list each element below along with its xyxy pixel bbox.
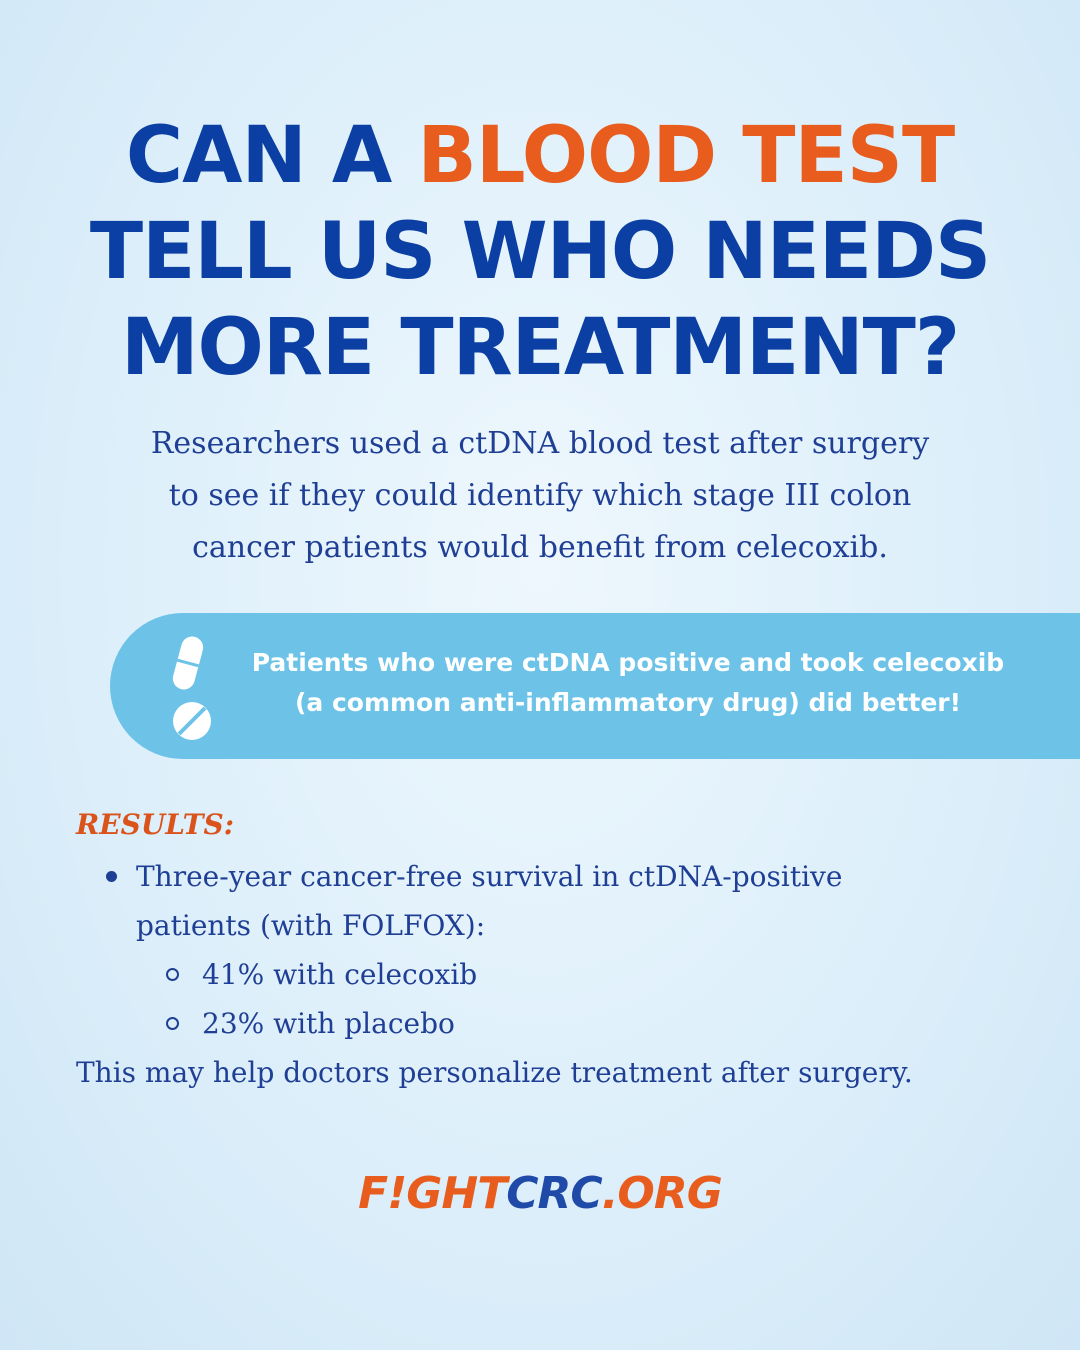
sub-bullet-ring <box>166 1017 179 1030</box>
intro-line: cancer patients would benefit from celec… <box>192 530 888 565</box>
intro-line: Researchers used a ctDNA blood test afte… <box>150 426 930 461</box>
results-list: Three-year cancer-free survival in ctDNA… <box>76 852 1036 1097</box>
headline-line-2: TELL US WHO NEEDS <box>89 207 991 297</box>
headline: CAN A BLOOD TEST TELL US WHO NEEDS MORE … <box>0 108 1080 396</box>
conclusion-text: This may help doctors personalize treatm… <box>76 1056 913 1089</box>
logo-org: .ORG <box>601 1168 723 1219</box>
headline-line-3: MORE TREATMENT? <box>120 303 960 393</box>
callout-banner: Patients who were ctDNA positive and too… <box>110 613 1080 759</box>
callout-text: Patients who were ctDNA positive and too… <box>228 643 1028 723</box>
sub-item-celecoxib: 41% with celecoxib <box>76 950 1036 999</box>
headline-accent: BLOOD TEST <box>417 111 955 201</box>
callout-line-2: (a common anti-inflammatory drug) did be… <box>294 688 962 717</box>
sub-item-text: 41% with celecoxib <box>202 958 478 991</box>
sub-item-text: 23% with placebo <box>202 1007 455 1040</box>
fightcrc-logo: F!GHTCRC.ORG <box>0 1168 1080 1219</box>
results-bullet: Three-year cancer-free survival in ctDNA… <box>76 852 1036 950</box>
intro-paragraph: Researchers used a ctDNA blood test afte… <box>60 418 1020 574</box>
bullet-dot <box>106 871 117 882</box>
callout-line-1: Patients who were ctDNA positive and too… <box>251 648 1005 677</box>
headline-line-1: CAN A BLOOD TEST <box>0 108 1080 204</box>
pill-icon <box>172 636 211 740</box>
sub-item-placebo: 23% with placebo <box>76 999 1036 1048</box>
headline-line-1-text: CAN A <box>125 111 418 201</box>
results-label: RESULTS: <box>76 808 235 841</box>
logo-crc: CRC <box>506 1168 602 1219</box>
bullet-line-2: patients (with FOLFOX): <box>136 909 486 942</box>
sub-bullet-ring <box>166 968 179 981</box>
logo-fight: F!GHT <box>358 1168 507 1219</box>
intro-line: to see if they could identify which stag… <box>168 478 912 513</box>
bullet-line-1: Three-year cancer-free survival in ctDNA… <box>136 860 843 893</box>
